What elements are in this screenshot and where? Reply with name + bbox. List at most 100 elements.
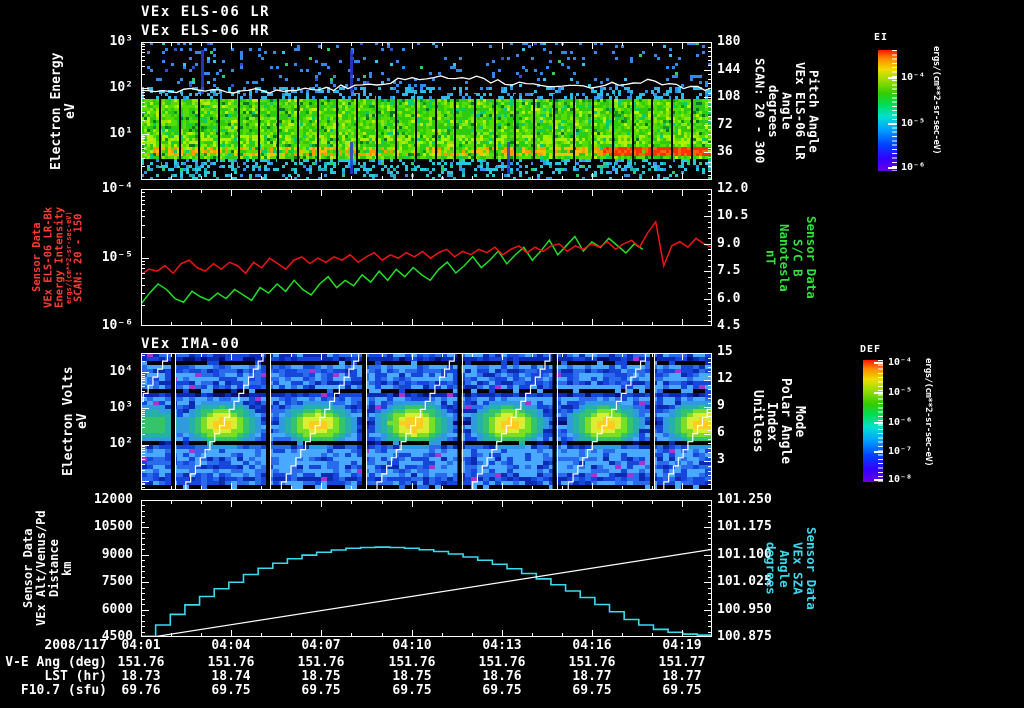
- sza-label-line: degrees: [763, 542, 779, 595]
- def-colorbar-label: 10⁻⁸: [888, 474, 913, 485]
- ima-right-label-line: Index: [764, 401, 780, 442]
- def-colorbar-label: 10⁻⁵: [888, 387, 913, 398]
- intensity-ytick: 10⁻⁶: [101, 318, 133, 333]
- els-pitch-tick: 108: [717, 89, 741, 104]
- ve-ang-value: 151.77: [658, 655, 706, 670]
- els-pitch-tick: 144: [717, 62, 741, 77]
- def-colorbar-label: 10⁻⁴: [888, 357, 913, 368]
- altitude-label-line: Sensor Data: [21, 528, 35, 609]
- f107-value: 69.75: [392, 683, 432, 698]
- intensity-bfield-canvas: [141, 189, 712, 326]
- def-colorbar-label: 10⁻⁶: [888, 417, 913, 428]
- sza-tick: 101.250: [717, 492, 772, 507]
- intensity-label-line: VEx ELS-06 LR-Bk: [42, 206, 55, 309]
- lst-value: 18.74: [211, 669, 251, 684]
- def-colorbar-major-tick: [874, 422, 883, 424]
- els-pitch-tick: 180: [717, 34, 741, 49]
- sza-tick: 101.025: [717, 574, 772, 589]
- def-colorbar-label: 10⁻⁷: [888, 446, 913, 457]
- ima-mode-tick: 15: [717, 344, 733, 359]
- time-tick: 04:01: [121, 638, 161, 653]
- lst-value: 18.75: [392, 669, 432, 684]
- altitude-label-line: VEx Alt/Venus/Pd: [33, 510, 48, 627]
- def-colorbar-major-tick: [874, 362, 883, 364]
- sza-tick: 101.100: [717, 547, 772, 562]
- ve-ang-value: 151.76: [478, 655, 526, 670]
- f107-value: 69.75: [662, 683, 702, 698]
- sza-label-line: Sensor Data: [804, 527, 819, 610]
- bfield-label-line: Sensor Data: [804, 216, 819, 299]
- intensity-ytick: 10⁻⁵: [101, 250, 133, 265]
- ima-spectrogram-canvas: [141, 353, 712, 490]
- ei-colorbar-major-tick: [888, 77, 897, 79]
- sza-label-line: VEx SZA: [790, 542, 806, 595]
- bfield-tick: 12.0: [717, 181, 749, 196]
- lst-value: 18.77: [572, 669, 612, 684]
- ima-mode-tick: 12: [717, 371, 733, 386]
- altitude-ytick: 10500: [93, 519, 133, 534]
- date-label: 2008/117: [44, 638, 107, 653]
- ima-mode-tick: 3: [717, 452, 725, 467]
- time-tick: 04:10: [392, 638, 432, 653]
- bfield-label-line: S/C B: [790, 238, 806, 277]
- els-pitch-tick: 72: [717, 117, 733, 132]
- els-ytick: 10³: [109, 34, 133, 49]
- bfield-label-line: Nanotesla: [777, 223, 792, 292]
- lst-value: 18.77: [662, 669, 702, 684]
- def-colorbar-ticks: [878, 360, 883, 482]
- time-tick: 04:04: [211, 638, 251, 653]
- ei-colorbar-title: EI: [874, 32, 889, 43]
- els-right-label-line: SCAN: 20 - 300: [752, 58, 768, 164]
- els-ytick: 10¹: [109, 126, 133, 141]
- els-right-label-line: degrees: [766, 84, 781, 138]
- els-right-label: Pitch Angle VEx ELS-06 LR Angle degrees …: [752, 42, 822, 180]
- sza-tick: 100.875: [717, 629, 772, 644]
- els-ytick: 10²: [109, 80, 133, 95]
- ve-ang-value: 151.76: [568, 655, 616, 670]
- ei-colorbar-major-tick: [888, 123, 897, 125]
- time-tick: 04:13: [482, 638, 522, 653]
- sza-label-line: Angle: [777, 549, 792, 588]
- els-ylabel-line: Electron Energy: [49, 52, 64, 170]
- bfield-tick: 7.5: [717, 263, 741, 278]
- ima-right-label-line: Unitless: [750, 390, 766, 453]
- f107-row-label: F10.7 (sfu): [20, 683, 107, 698]
- ima-right-label-line: Polar Angle: [778, 378, 794, 465]
- ve-ang-row-label: V-E Ang (deg): [5, 655, 107, 670]
- altitude-ytick: 7500: [101, 574, 133, 589]
- def-colorbar-major-tick: [874, 479, 883, 481]
- time-tick: 04:16: [572, 638, 612, 653]
- altitude-ytick: 6000: [101, 602, 133, 617]
- time-tick: 04:19: [662, 638, 702, 653]
- def-colorbar-major-tick: [874, 392, 883, 394]
- ei-colorbar-ticks: [892, 50, 897, 171]
- els-spectrogram-canvas: [141, 42, 712, 180]
- f107-value: 69.75: [301, 683, 341, 698]
- bfield-tick: 6.0: [717, 291, 741, 306]
- els-right-label-line: Angle: [779, 92, 795, 130]
- lst-value: 18.73: [121, 669, 161, 684]
- altitude-ytick: 4500: [101, 629, 133, 644]
- ima-title: VEx IMA-00: [141, 336, 241, 352]
- els-pitch-tick: 36: [717, 144, 733, 159]
- altitude-ytick: 12000: [93, 492, 133, 507]
- lst-value: 18.76: [482, 669, 522, 684]
- ve-ang-value: 151.76: [388, 655, 436, 670]
- sza-tick: 101.175: [717, 519, 772, 534]
- sza-tick: 100.950: [717, 602, 772, 617]
- altitude-sza-canvas: [141, 500, 712, 637]
- ei-colorbar-label: 10⁻⁵: [901, 118, 926, 129]
- ima-ytick: 10²: [109, 436, 133, 451]
- ima-ytick: 10⁴: [109, 364, 133, 379]
- ei-colorbar-major-tick: [888, 167, 897, 169]
- ve-ang-value: 151.76: [207, 655, 255, 670]
- els-right-label-line: VEx ELS-06 LR: [793, 62, 808, 160]
- f107-value: 69.76: [121, 683, 161, 698]
- ima-right-label: Mode Polar Angle Index Unitless: [750, 353, 808, 490]
- bfield-right-label: Sensor Data S/C B Nanotesla nT: [764, 189, 820, 326]
- intensity-ytick: 10⁻⁴: [101, 181, 133, 196]
- ve-ang-value: 151.76: [297, 655, 345, 670]
- ima-ytick: 10³: [109, 400, 133, 415]
- ima-right-label-line: Mode: [792, 405, 808, 438]
